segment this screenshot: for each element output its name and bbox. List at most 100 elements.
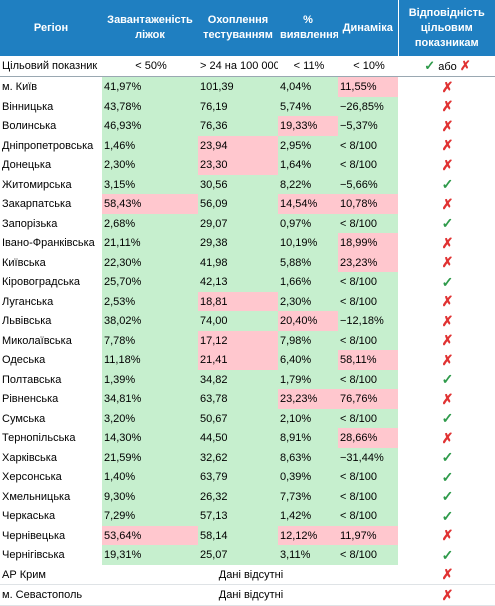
table-row: Львівська 38,02% 74,00 20,40% −12,18% ✗ — [0, 311, 495, 331]
testing-cell: 76,36 — [198, 116, 278, 136]
dynamics-cell: −12,18% — [338, 311, 398, 331]
dynamics-cell: −31,44% — [338, 448, 398, 467]
bed-load-cell: 2,68% — [102, 214, 198, 233]
check-icon: ✓ — [441, 468, 454, 485]
region-name: Тернопільська — [2, 432, 76, 444]
table-row: Одеська 11,18% 21,41 6,40% 58,11% ✗ — [0, 350, 495, 370]
table-row: Хмельницька 9,30% 26,32 7,73% < 8/100 ✓ — [0, 487, 495, 506]
cross-icon: ✗ — [441, 98, 454, 114]
dynamics-cell: −5,66% — [338, 175, 398, 194]
testing-cell: 74,00 — [198, 311, 278, 331]
dynamics-cell: 18,99% — [338, 233, 398, 253]
header-detection: % виявлення — [278, 0, 338, 56]
testing-cell: 63,79 — [198, 467, 278, 487]
detection-cell: 1,66% — [278, 272, 338, 292]
region-name: Вінницька — [2, 100, 54, 113]
region-name: м. Київ — [2, 81, 38, 93]
table-row: Луганська 2,53% 18,81 2,30% < 8/100 ✗ — [0, 292, 495, 311]
target-row: Цільовий показник < 50% > 24 на 100 000 … — [0, 56, 495, 77]
dynamics-cell: < 8/100 — [338, 370, 398, 389]
region-name: Одеська — [2, 354, 46, 366]
compliance-cell: ✗ — [398, 136, 495, 155]
dynamics-cell: < 8/100 — [338, 545, 398, 565]
check-icon: ✓ — [441, 410, 454, 426]
bed-load-cell: 21,59% — [102, 448, 198, 467]
cross-icon: ✗ — [459, 58, 471, 73]
table-row: Кіровоградська 25,70% 42,13 1,66% < 8/100 ✓ — [0, 272, 495, 292]
dynamics-cell: 23,23% — [338, 253, 398, 272]
testing-cell: 42,13 — [198, 272, 278, 292]
cross-icon: ✗ — [441, 137, 454, 153]
check-icon: ✓ — [441, 176, 454, 192]
compliance-cell: ✓ — [398, 448, 495, 467]
detection-cell: 1,64% — [278, 155, 338, 175]
detection-cell: 2,10% — [278, 409, 338, 428]
testing-cell: 76,19 — [198, 97, 278, 116]
target-compliance: ✓ або ✗ — [398, 56, 495, 77]
testing-cell: 26,32 — [198, 487, 278, 506]
region-name: Волинська — [2, 120, 57, 132]
detection-cell: 12,12% — [278, 526, 338, 545]
table-row: Донецька 2,30% 23,30 1,64% < 8/100 ✗ — [0, 155, 495, 175]
testing-cell: 32,62 — [198, 448, 278, 467]
testing-cell: 34,82 — [198, 370, 278, 389]
bed-load-cell: 11,18% — [102, 350, 198, 370]
region-name: Хмельницька — [2, 490, 71, 503]
dynamics-cell: < 8/100 — [338, 136, 398, 155]
table-row: Сумська 3,20% 50,67 2,10% < 8/100 ✓ — [0, 409, 495, 428]
bed-load-cell: 3,20% — [102, 409, 198, 428]
detection-cell: 8,22% — [278, 175, 338, 194]
dynamics-cell: −5,37% — [338, 116, 398, 136]
dynamics-cell: 58,11% — [338, 350, 398, 370]
region-name: Полтавська — [2, 373, 62, 386]
target-compliance-or: або — [438, 61, 457, 73]
compliance-cell: ✓ — [398, 370, 495, 389]
detection-cell: 7,98% — [278, 331, 338, 350]
no-data-cell: Дані відсутні — [102, 565, 398, 585]
bed-load-cell: 58,43% — [102, 194, 198, 214]
cross-icon: ✗ — [441, 254, 454, 270]
check-icon: ✓ — [441, 449, 454, 465]
table-row: Івано-Франківська 21,11% 29,38 10,19% 18,99%… — [0, 233, 495, 253]
testing-cell: 23,30 — [198, 155, 278, 175]
table-row: Житомирська 3,15% 30,56 8,22% −5,66% ✓ — [0, 175, 495, 194]
bed-load-cell: 1,39% — [102, 370, 198, 389]
testing-cell: 56,09 — [198, 194, 278, 214]
table-row: Закарпатська 58,43% 56,09 14,54% 10,78% ✗ — [0, 194, 495, 214]
region-name: Київська — [2, 256, 46, 269]
table-row: Харківська 21,59% 32,62 8,63% −31,44% ✓ — [0, 448, 495, 467]
check-icon: ✓ — [441, 507, 454, 524]
bed-load-cell: 3,15% — [102, 175, 198, 194]
bed-load-cell: 19,31% — [102, 545, 198, 565]
cross-icon: ✗ — [441, 586, 454, 603]
region-name: Донецька — [2, 159, 52, 171]
dynamics-cell: < 8/100 — [338, 487, 398, 506]
testing-cell: 57,13 — [198, 506, 278, 526]
testing-cell: 44,50 — [198, 428, 278, 448]
compliance-cell: ✗ — [398, 194, 495, 214]
cross-icon: ✗ — [441, 234, 454, 251]
region-name: Луганська — [2, 295, 54, 308]
dynamics-cell: < 8/100 — [338, 292, 398, 311]
region-name: Чернігівська — [2, 549, 65, 561]
bed-load-cell: 2,53% — [102, 292, 198, 311]
bed-load-cell: 1,46% — [102, 136, 198, 155]
compliance-cell: ✗ — [398, 155, 495, 175]
compliance-cell: ✗ — [398, 565, 495, 585]
region-name: Рівненська — [2, 393, 59, 405]
bed-load-cell: 22,30% — [102, 253, 198, 272]
dynamics-cell: 11,97% — [338, 526, 398, 545]
detection-cell: 14,54% — [278, 194, 338, 214]
dynamics-cell: < 8/100 — [338, 155, 398, 175]
bed-load-cell: 38,02% — [102, 311, 198, 331]
detection-cell: 5,88% — [278, 253, 338, 272]
target-bed-load: < 50% — [102, 56, 198, 77]
region-name: Черкаська — [2, 510, 56, 522]
target-testing: > 24 на 100 000 — [198, 56, 278, 77]
region-name: Херсонська — [2, 471, 62, 483]
testing-cell: 29,38 — [198, 233, 278, 253]
bed-load-cell: 14,30% — [102, 428, 198, 448]
dynamics-cell: 10,78% — [338, 194, 398, 214]
no-data-cell: Дані відсутні — [102, 584, 398, 606]
bed-load-cell: 46,93% — [102, 116, 198, 136]
